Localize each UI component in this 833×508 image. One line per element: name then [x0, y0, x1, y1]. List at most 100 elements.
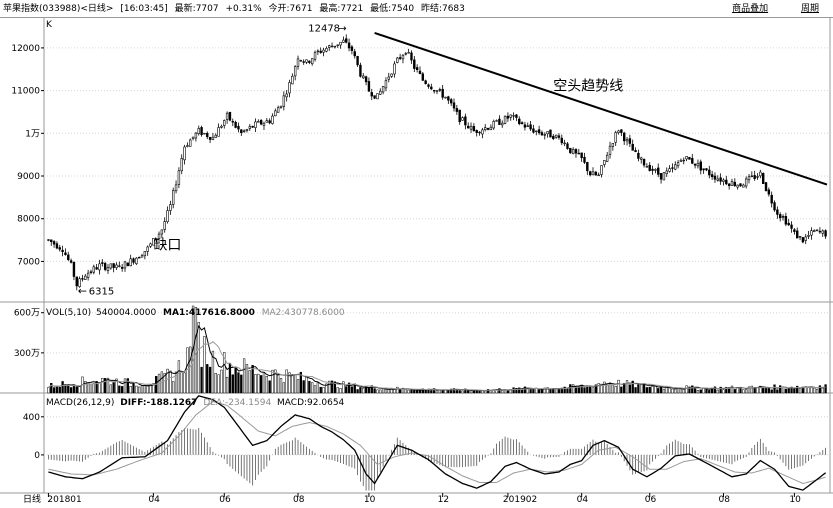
volume-bar	[55, 386, 59, 394]
volume-legend-value: 540004.0000	[96, 308, 156, 318]
volume-bar	[277, 374, 280, 394]
volume-bar	[313, 385, 317, 394]
candle-body	[577, 152, 581, 155]
price-tick-label: 9000	[17, 172, 40, 182]
candle-body	[381, 86, 385, 93]
candle-body	[61, 249, 64, 252]
candle-body	[225, 112, 229, 120]
candle-body	[586, 162, 589, 172]
candle-body	[322, 49, 325, 53]
candle-body	[532, 128, 535, 133]
macd-diff-line	[48, 395, 826, 491]
candle-body	[478, 131, 481, 134]
candle-body	[710, 174, 714, 178]
volume-bar	[532, 388, 535, 394]
volume-bar	[606, 384, 609, 394]
volume-panel[interactable]: 600万 300万 VOL(5,10) 540004.0000 MA1:41761…	[14, 305, 830, 394]
candle-body	[503, 115, 507, 124]
volume-bar	[699, 389, 702, 394]
candle-body	[642, 158, 646, 166]
volume-bar	[404, 389, 407, 394]
candle-body	[688, 157, 691, 160]
candle-body	[475, 129, 478, 133]
candle-body	[50, 239, 53, 243]
volume-bar	[767, 387, 771, 394]
volume-bar	[688, 386, 691, 394]
volume-bar	[92, 383, 95, 394]
candle-body	[529, 124, 532, 130]
volume-bar	[274, 369, 277, 394]
volume-bar	[345, 386, 348, 394]
volume-bar	[523, 386, 527, 394]
macd-panel[interactable]: 400 0 MACD(26,12,9) DIFF:-188.1267 DEA:-2…	[23, 395, 830, 491]
candle-body	[824, 230, 827, 237]
candle-body	[418, 70, 422, 74]
candle-body	[163, 221, 166, 230]
candle-body	[112, 263, 115, 268]
volume-bar	[146, 384, 149, 394]
candle-body	[172, 190, 175, 205]
volume-bar	[458, 390, 461, 394]
candle-body	[197, 128, 200, 134]
candle-body	[509, 114, 512, 118]
volume-bar	[563, 386, 566, 394]
price-axis: 12000 11000 1万 9000 8000 7000	[11, 44, 44, 267]
volume-bar	[773, 384, 776, 394]
price-tick-label: 11000	[11, 87, 40, 97]
candle-body	[398, 57, 402, 59]
volume-bar	[47, 387, 50, 394]
volume-bar	[50, 383, 53, 394]
candle-body	[328, 45, 331, 48]
candle-body	[319, 50, 322, 53]
candle-body	[603, 160, 606, 165]
header-actions: 商品叠加 周期	[706, 0, 823, 18]
candle-body	[512, 115, 515, 117]
candle-body	[103, 263, 107, 270]
volume-bar	[169, 370, 172, 394]
macd-axis: 400 0	[23, 413, 44, 461]
macd-legend-dea: DEA:-234.1594	[203, 398, 271, 408]
candle-body	[126, 262, 130, 267]
volume-bar	[478, 390, 481, 394]
candle-body	[736, 184, 739, 188]
volume-bar	[217, 374, 220, 394]
candle-body	[200, 127, 203, 135]
volume-bar	[118, 385, 121, 394]
candle-body	[370, 92, 373, 97]
candle-body	[571, 149, 575, 154]
volume-bar	[206, 364, 209, 394]
overlay-button[interactable]: 商品叠加	[732, 4, 769, 14]
candle-body	[798, 236, 802, 238]
candle-body	[526, 125, 529, 127]
volume-bar	[225, 376, 229, 394]
candle-body	[605, 154, 609, 162]
gap-annotation: 缺口	[153, 237, 181, 253]
volume-bar	[347, 382, 351, 394]
period-button[interactable]: 周期	[800, 4, 819, 14]
volume-bar	[413, 390, 416, 394]
volume-bar	[537, 389, 541, 394]
candle-body	[722, 179, 725, 182]
volume-bar	[333, 381, 337, 394]
candle-body	[89, 271, 93, 273]
volume-bar	[271, 369, 274, 394]
volume-bar	[571, 384, 575, 394]
candle-body	[608, 145, 612, 155]
volume-bar	[322, 386, 325, 394]
volume-bar	[506, 390, 510, 394]
volume-bar	[591, 387, 595, 394]
volume-bar	[223, 352, 226, 394]
candle-body	[489, 126, 493, 131]
candle-body	[376, 93, 379, 100]
candle-body	[637, 152, 640, 159]
candle-body	[146, 246, 149, 252]
candle-body	[214, 134, 217, 138]
volume-bar	[393, 389, 396, 394]
volume-bar	[214, 373, 217, 394]
volume-bar	[242, 358, 246, 394]
candle-body	[651, 168, 654, 171]
candle-body	[137, 256, 141, 259]
price-tick-label: 12000	[11, 44, 40, 54]
